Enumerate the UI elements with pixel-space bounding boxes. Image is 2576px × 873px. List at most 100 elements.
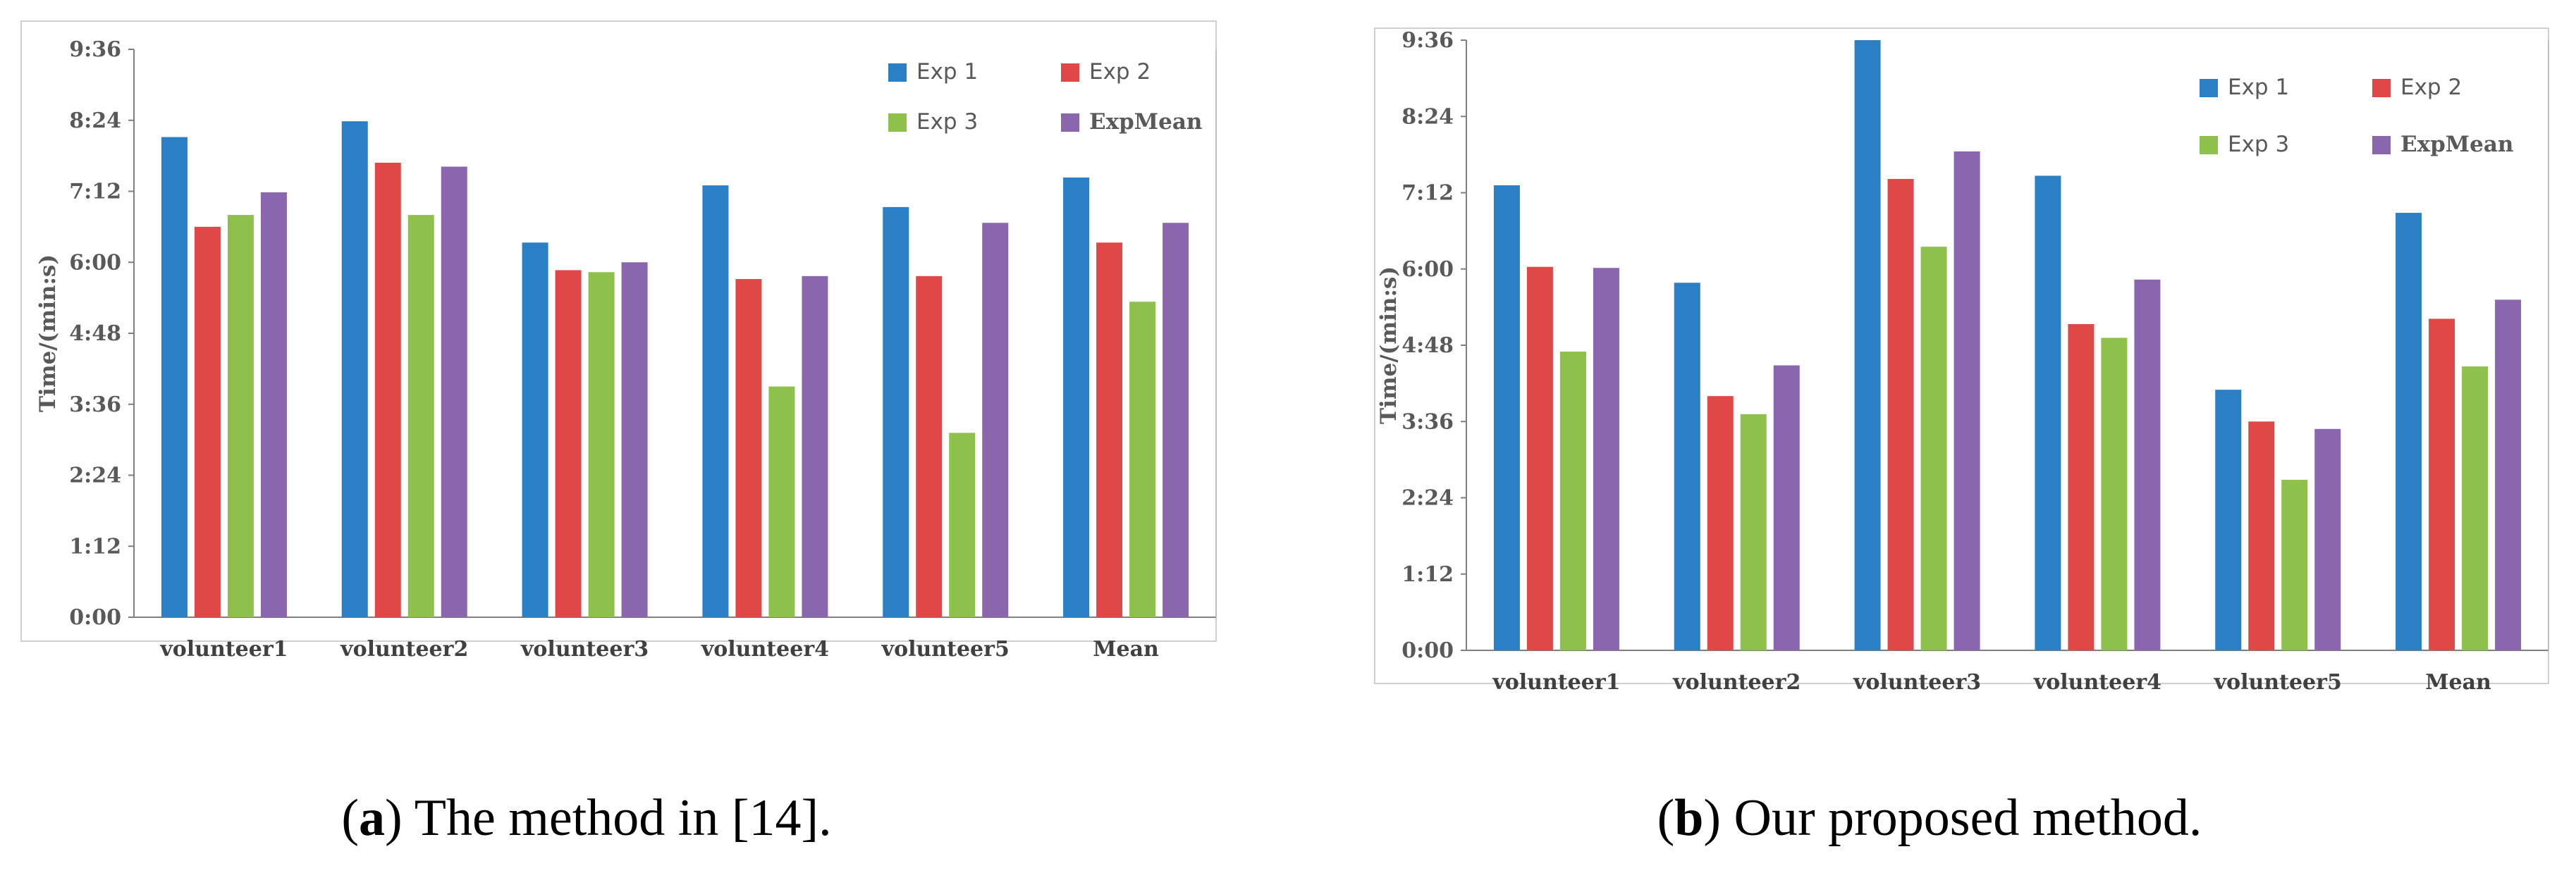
- legend-swatch: [888, 63, 907, 82]
- bar-exp-1: [2215, 390, 2242, 650]
- legend-label: Exp 2: [1089, 59, 1151, 85]
- bar-exp-2: [1526, 266, 1553, 650]
- legend-swatch: [2200, 136, 2218, 154]
- legend-swatch: [888, 113, 907, 132]
- bar-exp-2: [1707, 396, 1734, 650]
- y-tick-label: 8:24: [69, 109, 121, 133]
- y-tick-label: 1:12: [69, 534, 121, 559]
- bar-expmean: [441, 166, 467, 618]
- caption-a: (a) The method in [14].: [341, 789, 831, 847]
- bar-exp-1: [161, 137, 188, 617]
- y-tick-label: 7:12: [1402, 181, 1454, 206]
- bar-exp-1: [883, 206, 909, 617]
- x-tick-label: volunteer2: [340, 637, 468, 662]
- x-tick-label: volunteer5: [2214, 670, 2342, 695]
- bar-exp-3: [1740, 414, 1767, 650]
- bar-expmean: [1773, 365, 1800, 650]
- legend-label: Exp 3: [2228, 132, 2289, 157]
- bar-exp-2: [916, 275, 943, 617]
- legend-swatch: [1061, 63, 1079, 82]
- bar-exp-3: [2101, 338, 2128, 650]
- y-tick-label: 9:36: [1402, 28, 1454, 53]
- bar-exp-2: [1096, 242, 1123, 617]
- bar-expmean: [982, 223, 1009, 617]
- bar-expmean: [2495, 299, 2522, 650]
- y-tick-label: 7:12: [69, 180, 121, 204]
- legend-swatch: [2372, 79, 2391, 97]
- bar-exp-3: [1559, 352, 1586, 650]
- bar-exp-1: [2035, 175, 2061, 650]
- bar-exp-2: [735, 279, 762, 617]
- y-axis-title: Time/(min:s): [35, 254, 61, 412]
- legend-swatch: [2200, 79, 2218, 97]
- y-tick-label: 3:36: [69, 392, 121, 417]
- x-tick-label: volunteer1: [159, 637, 288, 662]
- x-tick-label: volunteer5: [881, 637, 1010, 662]
- bar-exp-3: [949, 433, 976, 617]
- legend-label: Exp 2: [2400, 75, 2462, 100]
- y-tick-label: 1:12: [1402, 562, 1454, 587]
- bar-exp-1: [522, 242, 548, 617]
- bar-exp-1: [1674, 283, 1700, 650]
- bar-exp-2: [2248, 421, 2275, 650]
- y-tick-label: 2:24: [69, 464, 121, 488]
- bar-exp-3: [588, 272, 615, 617]
- y-tick-label: 6:00: [1402, 257, 1454, 282]
- bar-exp-1: [341, 121, 368, 618]
- bar-exp-1: [1493, 185, 1520, 650]
- bar-exp-1: [702, 185, 729, 618]
- bar-exp-2: [2429, 318, 2455, 650]
- bar-expmean: [802, 275, 828, 617]
- y-tick-label: 0:00: [69, 605, 121, 630]
- bar-exp-3: [2281, 479, 2308, 650]
- legend-label: Exp 3: [916, 109, 978, 135]
- legend-label: Exp 1: [916, 59, 978, 85]
- x-tick-label: Mean: [1093, 637, 1159, 662]
- bar-expmean: [621, 262, 648, 617]
- bar-expmean: [1163, 223, 1189, 617]
- legend-swatch: [2372, 136, 2391, 154]
- bar-expmean: [1593, 268, 1619, 650]
- bar-expmean: [2134, 279, 2161, 650]
- bar-exp-3: [1920, 247, 1947, 650]
- x-tick-label: volunteer3: [520, 637, 649, 662]
- bar-exp-3: [768, 386, 795, 617]
- x-tick-label: volunteer4: [701, 637, 829, 662]
- bar-exp-3: [2462, 366, 2489, 650]
- bar-exp-3: [407, 215, 434, 617]
- bar-exp-2: [194, 226, 221, 617]
- bar-exp-2: [555, 270, 582, 617]
- bar-exp-3: [227, 215, 254, 617]
- bar-exp-1: [1854, 40, 1881, 650]
- x-tick-label: volunteer4: [2033, 670, 2161, 695]
- y-tick-label: 6:00: [69, 250, 121, 275]
- x-tick-label: volunteer1: [1492, 670, 1620, 695]
- bar-exp-3: [1129, 302, 1156, 617]
- y-tick-label: 4:48: [69, 321, 121, 346]
- bar-exp-2: [374, 162, 401, 617]
- x-tick-label: volunteer2: [1672, 670, 1801, 695]
- chart-a: 0:00 1:12 2:24 3:36 4:48 6:00 7:12 8:24 9:36 Time…: [20, 20, 1217, 662]
- caption-b: (b) Our proposed method.: [1657, 789, 2202, 847]
- y-tick-label: 4:48: [1402, 333, 1454, 358]
- bar-expmean: [1954, 151, 1980, 651]
- legend-swatch: [1061, 113, 1079, 132]
- bar-exp-2: [1887, 178, 1914, 651]
- bar-expmean: [260, 192, 287, 617]
- bar-exp-1: [2396, 213, 2422, 650]
- chart-b: 0:00 1:12 2:24 3:36 4:48 6:00 7:12 8:24 9:36 Time…: [1374, 27, 2549, 695]
- y-tick-label: 8:24: [1402, 104, 1454, 129]
- y-tick-label: 9:36: [69, 37, 121, 62]
- bar-exp-1: [1063, 177, 1090, 617]
- legend-label: ExpMean: [1089, 109, 1202, 135]
- y-tick-label: 2:24: [1402, 486, 1454, 511]
- y-tick-label: 0:00: [1402, 638, 1454, 663]
- y-tick-label: 3:36: [1402, 409, 1454, 434]
- bar-exp-2: [2068, 323, 2094, 650]
- y-axis-title: Time/(min:s): [1376, 266, 1402, 424]
- legend-label: ExpMean: [2400, 132, 2513, 157]
- x-tick-label: Mean: [2425, 670, 2491, 695]
- legend-label: Exp 1: [2228, 75, 2289, 100]
- bar-expmean: [2314, 428, 2341, 650]
